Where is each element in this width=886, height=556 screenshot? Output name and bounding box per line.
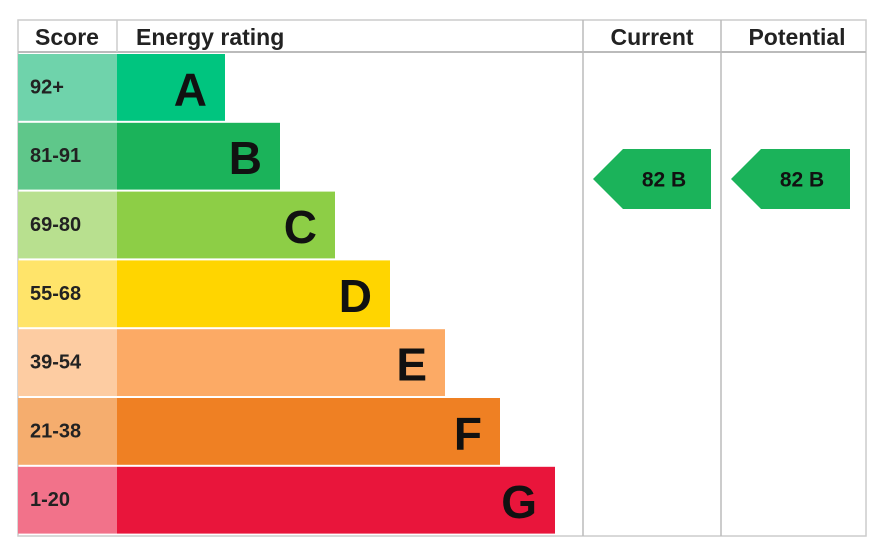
header-potential: Potential bbox=[748, 24, 845, 50]
score-cell bbox=[18, 329, 117, 396]
rating-letter: D bbox=[339, 270, 372, 322]
score-cell bbox=[18, 398, 117, 465]
header-current: Current bbox=[610, 24, 693, 50]
rating-letter: F bbox=[454, 407, 482, 459]
rating-bar bbox=[117, 191, 335, 259]
score-label: 92+ bbox=[30, 76, 64, 98]
score-cell bbox=[18, 466, 117, 534]
current-arrow bbox=[593, 149, 711, 209]
rating-letter: C bbox=[284, 201, 317, 253]
score-cell bbox=[18, 191, 117, 259]
header-score: Score bbox=[35, 24, 99, 50]
score-label: 21-38 bbox=[30, 420, 81, 442]
score-label: 69-80 bbox=[30, 214, 81, 236]
rating-bar bbox=[117, 122, 280, 190]
potential-arrow bbox=[731, 149, 850, 209]
rating-bar bbox=[117, 466, 555, 534]
rating-bar bbox=[117, 329, 445, 396]
score-label: 81-91 bbox=[30, 145, 81, 167]
rating-letter: B bbox=[229, 132, 262, 184]
rating-bar bbox=[117, 260, 390, 328]
rating-bar bbox=[117, 54, 225, 121]
score-label: 55-68 bbox=[30, 283, 81, 305]
score-cell bbox=[18, 122, 117, 190]
rating-bar bbox=[117, 398, 500, 465]
score-cell bbox=[18, 260, 117, 328]
potential-rating: 82 B bbox=[780, 169, 824, 192]
score-cell bbox=[18, 54, 117, 121]
rating-letter: E bbox=[396, 339, 427, 391]
header-energy-rating: Energy rating bbox=[136, 24, 284, 50]
score-label: 39-54 bbox=[30, 352, 82, 374]
current-rating: 82 B bbox=[642, 169, 686, 192]
score-label: 1-20 bbox=[30, 489, 70, 511]
rating-letter: G bbox=[501, 476, 537, 528]
rating-letter: A bbox=[174, 63, 207, 115]
